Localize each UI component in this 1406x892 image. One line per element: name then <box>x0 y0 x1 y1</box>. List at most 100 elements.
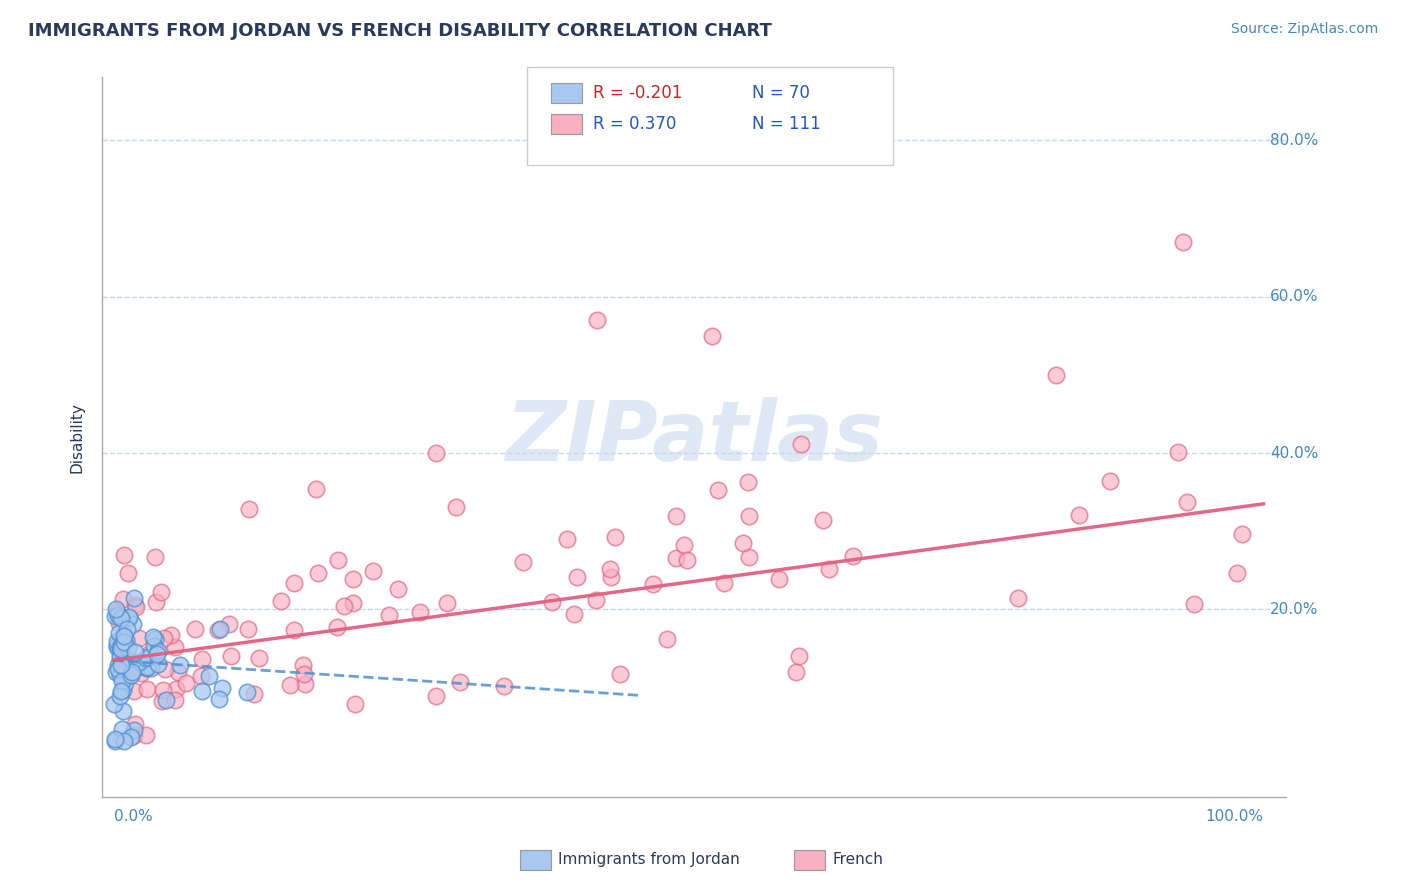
Point <box>153 662 176 676</box>
Point <box>190 668 212 682</box>
Point <box>111 630 134 644</box>
Point <box>112 635 135 649</box>
Point <box>425 446 447 460</box>
Point <box>112 548 135 562</box>
Point <box>218 617 240 632</box>
Point <box>1045 368 1067 382</box>
Text: N = 70: N = 70 <box>752 84 810 102</box>
Point <box>585 313 607 327</box>
Point <box>128 655 150 669</box>
Point <box>789 648 811 663</box>
Point <box>211 681 233 696</box>
Point <box>111 632 134 646</box>
Text: R = -0.201: R = -0.201 <box>593 84 683 102</box>
Point <box>270 593 292 607</box>
Point <box>108 650 131 665</box>
Point <box>278 678 301 692</box>
Text: Immigrants from Jordan: Immigrants from Jordan <box>558 853 740 867</box>
Point <box>104 734 127 748</box>
Point <box>785 665 807 679</box>
Point <box>112 592 135 607</box>
Point <box>292 658 315 673</box>
Point <box>112 704 135 718</box>
Point <box>122 684 145 698</box>
Text: 40.0%: 40.0% <box>1271 445 1319 460</box>
Point <box>107 626 129 640</box>
Point <box>104 665 127 680</box>
Point <box>108 668 131 682</box>
Point <box>444 500 467 514</box>
Point <box>150 693 173 707</box>
Point <box>676 553 699 567</box>
Point <box>120 655 142 669</box>
Point <box>292 667 315 681</box>
Point <box>117 623 139 637</box>
Point <box>1171 235 1194 249</box>
Point <box>512 555 534 569</box>
Point <box>108 690 131 704</box>
Point <box>236 685 259 699</box>
Point <box>125 661 148 675</box>
Point <box>221 649 243 664</box>
Point <box>136 650 159 665</box>
Point <box>283 624 305 638</box>
Point <box>145 594 167 608</box>
Point <box>120 730 142 744</box>
Point <box>112 659 135 673</box>
Point <box>135 661 157 675</box>
Point <box>105 605 128 619</box>
Point <box>107 608 129 623</box>
Point <box>585 592 607 607</box>
Text: IMMIGRANTS FROM JORDAN VS FRENCH DISABILITY CORRELATION CHART: IMMIGRANTS FROM JORDAN VS FRENCH DISABIL… <box>28 22 772 40</box>
Point <box>207 623 229 637</box>
Point <box>107 615 129 630</box>
Point <box>111 635 134 649</box>
Point <box>111 637 134 651</box>
Text: 60.0%: 60.0% <box>1271 289 1319 304</box>
Point <box>105 638 128 652</box>
Point <box>713 575 735 590</box>
Point <box>111 673 134 688</box>
Point <box>129 665 152 680</box>
Point <box>105 640 128 655</box>
Point <box>138 648 160 662</box>
Text: N = 111: N = 111 <box>752 115 821 133</box>
Point <box>305 482 328 496</box>
Point <box>700 328 723 343</box>
Point <box>672 538 695 552</box>
Text: R = 0.370: R = 0.370 <box>593 115 676 133</box>
Point <box>565 570 588 584</box>
Point <box>208 692 231 706</box>
Point <box>149 585 172 599</box>
Point <box>155 692 177 706</box>
Point <box>103 609 125 624</box>
Point <box>169 658 191 673</box>
Point <box>183 622 205 636</box>
Point <box>344 697 367 711</box>
Point <box>135 650 157 665</box>
Point <box>124 723 146 737</box>
Point <box>136 660 159 674</box>
Point <box>111 632 134 646</box>
Point <box>238 502 260 516</box>
Point <box>1182 598 1205 612</box>
Point <box>655 632 678 646</box>
Point <box>707 483 730 497</box>
Point <box>333 599 356 614</box>
Point <box>564 607 586 622</box>
Point <box>111 637 134 651</box>
Point <box>122 591 145 605</box>
Point <box>540 595 562 609</box>
Point <box>143 550 166 565</box>
Point <box>128 632 150 646</box>
Point <box>247 650 270 665</box>
Point <box>1230 527 1253 541</box>
Point <box>738 508 761 523</box>
Point <box>603 530 626 544</box>
Point <box>115 633 138 648</box>
Point <box>789 436 811 450</box>
Point <box>146 644 169 658</box>
Point <box>135 728 157 742</box>
Text: 100.0%: 100.0% <box>1205 809 1264 824</box>
Point <box>160 628 183 642</box>
